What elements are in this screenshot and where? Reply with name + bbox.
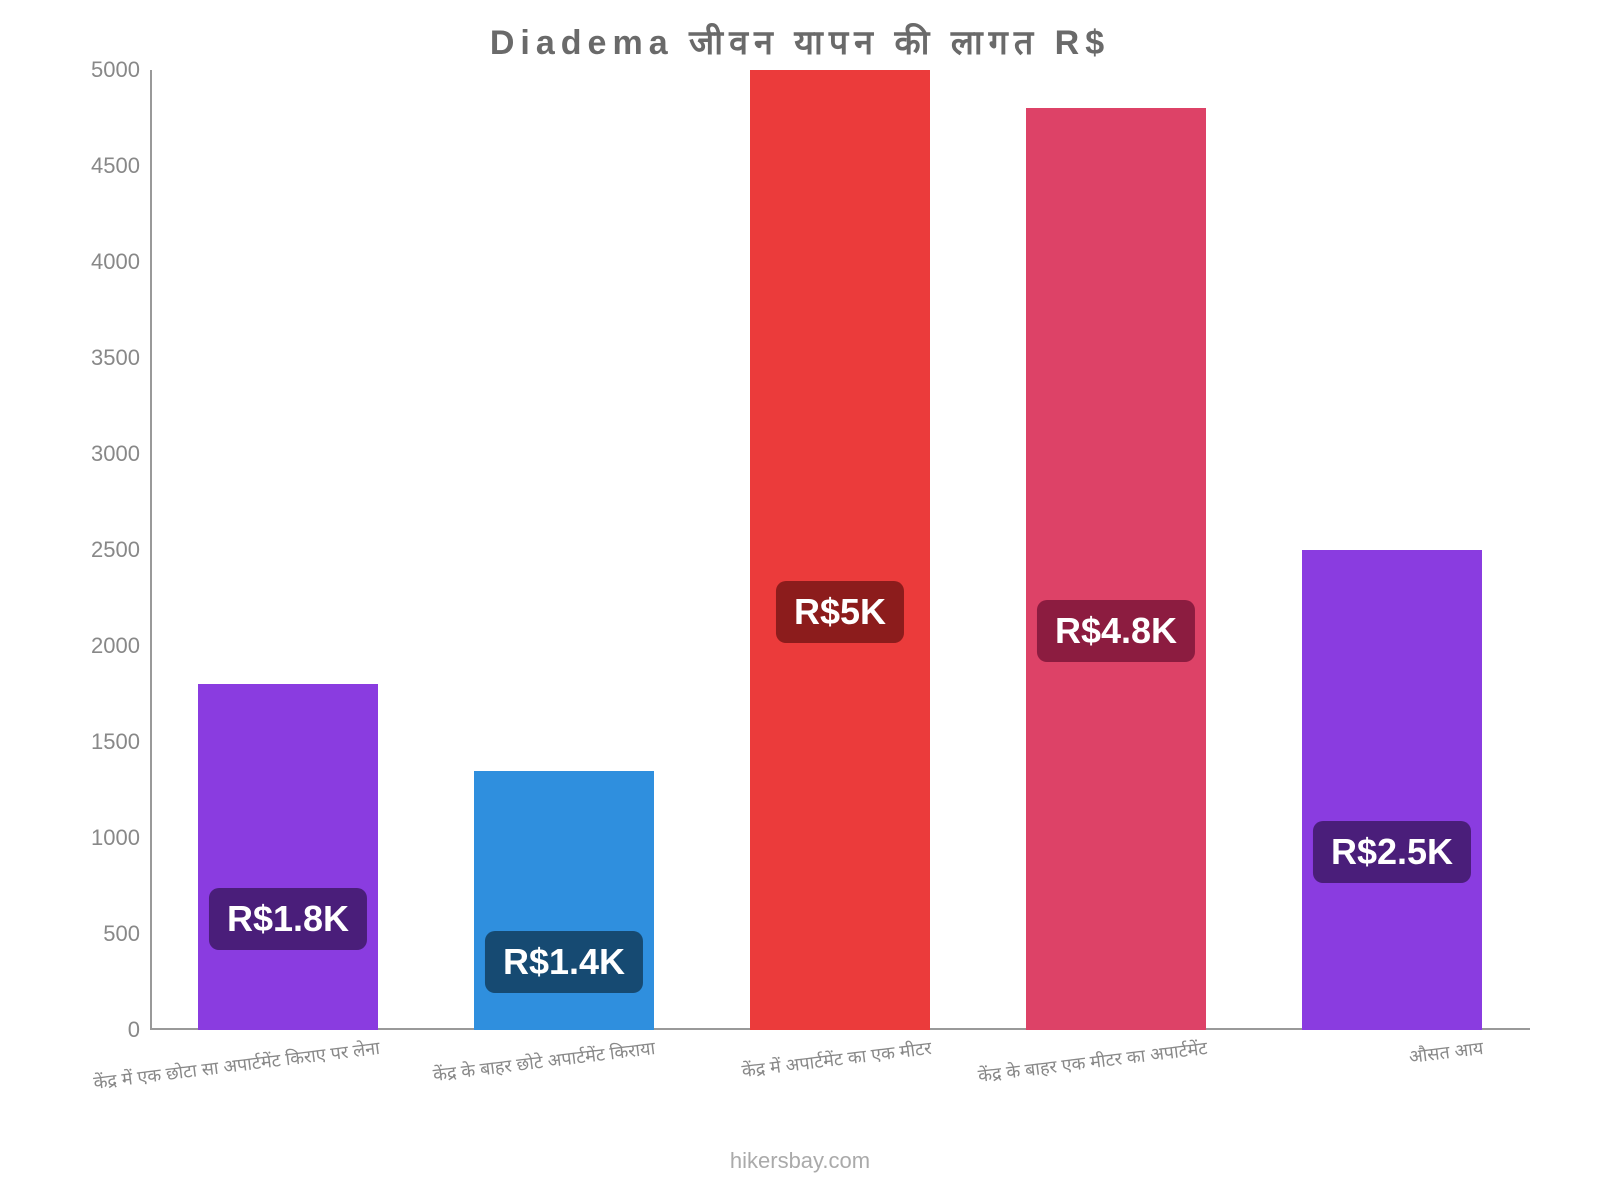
y-axis	[150, 70, 152, 1030]
y-tick: 1500	[70, 729, 140, 755]
plot-area: 0500100015002000250030003500400045005000…	[150, 70, 1530, 1030]
attribution: hikersbay.com	[0, 1148, 1600, 1174]
bar	[1302, 550, 1481, 1030]
value-badge: R$5K	[776, 581, 904, 643]
x-category-label: औसत आय	[1407, 1036, 1484, 1069]
chart-title: Diadema जीवन यापन की लागत R$	[0, 18, 1600, 64]
value-badge: R$1.8K	[209, 888, 367, 950]
y-tick: 3000	[70, 441, 140, 467]
y-tick: 3500	[70, 345, 140, 371]
y-tick: 2000	[70, 633, 140, 659]
y-tick: 2500	[70, 537, 140, 563]
y-tick: 4500	[70, 153, 140, 179]
value-badge: R$2.5K	[1313, 821, 1471, 883]
x-category-label: केंद्र में अपार्टमेंट का एक मीटर	[740, 1036, 932, 1083]
y-tick: 4000	[70, 249, 140, 275]
x-category-label: केंद्र में एक छोटा सा अपार्टमेंट किराए प…	[92, 1036, 381, 1095]
cost-of-living-chart: Diadema जीवन यापन की लागत R$ 05001000150…	[0, 0, 1600, 1200]
bar	[1026, 108, 1205, 1030]
bar	[750, 70, 929, 1030]
y-tick: 0	[70, 1017, 140, 1043]
value-badge: R$4.8K	[1037, 600, 1195, 662]
y-tick: 1000	[70, 825, 140, 851]
bar	[198, 684, 377, 1030]
x-category-label: केंद्र के बाहर एक मीटर का अपार्टमेंट	[976, 1036, 1208, 1088]
x-category-label: केंद्र के बाहर छोटे अपार्टमेंट किराया	[431, 1036, 656, 1087]
y-tick: 5000	[70, 57, 140, 83]
y-tick: 500	[70, 921, 140, 947]
value-badge: R$1.4K	[485, 931, 643, 993]
